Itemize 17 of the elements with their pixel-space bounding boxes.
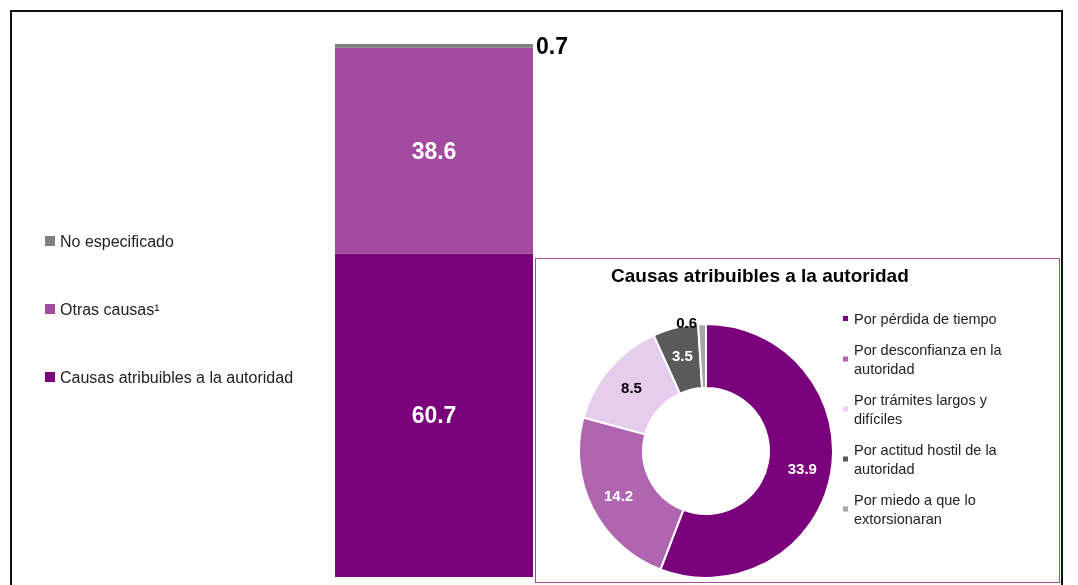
legend-label: Por actitud hostil de la autoridad — [854, 441, 1001, 477]
chart-title: Causas atribuibles a la autoridad — [611, 265, 909, 286]
data-label: 3.5 — [671, 347, 693, 365]
legend-label: Por desconfianza en la autoridad — [854, 341, 1006, 377]
data-label: 8.5 — [621, 378, 642, 396]
legend-label: No especificado — [60, 232, 174, 250]
legend-label: Por miedo a que lo extorsionaran — [854, 491, 980, 527]
data-label: 38.6 — [411, 137, 457, 164]
data-label: 33.9 — [787, 460, 817, 478]
legend-label: Por pérdida de tiempo — [854, 310, 997, 327]
data-label: 0.7 — [536, 32, 568, 59]
data-label: 0.6 — [676, 313, 697, 331]
legend-label: Otras causas¹ — [60, 300, 160, 318]
legend-label: Causas atribuibles a la autoridad — [60, 368, 294, 386]
legend-label: Por trámites largos y difíciles — [854, 391, 991, 427]
data-label: 14.2 — [603, 486, 634, 504]
data-label: 60.7 — [411, 402, 457, 429]
